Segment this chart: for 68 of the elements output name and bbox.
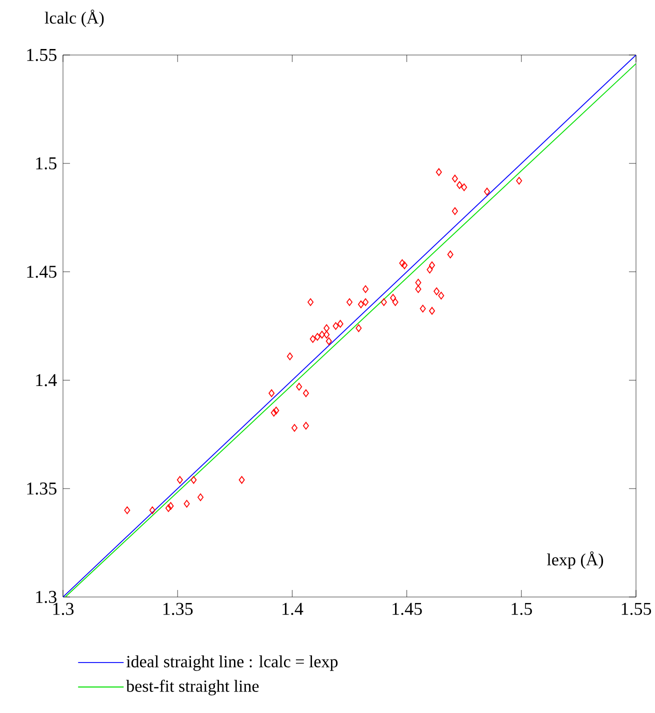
- point: [426, 266, 433, 274]
- y-axis-title: lcalc (Å): [44, 10, 104, 28]
- point: [415, 285, 422, 293]
- point: [346, 298, 352, 306]
- point: [286, 352, 293, 360]
- y-tick-label: 1.4: [36, 374, 57, 386]
- point: [402, 261, 408, 270]
- point: [337, 320, 344, 328]
- point: [302, 422, 309, 430]
- point: [270, 408, 277, 417]
- point: [314, 332, 320, 341]
- point: [308, 298, 314, 306]
- legend-label: best-fit straight line: [126, 680, 259, 696]
- point: [324, 330, 330, 339]
- point: [461, 183, 468, 192]
- point: [273, 406, 280, 414]
- point: [415, 278, 422, 286]
- point: [434, 287, 440, 296]
- x-tick-label: 1.5: [512, 602, 532, 615]
- point: [190, 476, 197, 484]
- point: [184, 500, 190, 508]
- point: [390, 294, 396, 302]
- point: [198, 493, 204, 502]
- y-tick-label: 1.3: [36, 590, 56, 604]
- point: [420, 304, 426, 313]
- x-tick-label: 1.45: [392, 602, 422, 615]
- point: [516, 176, 522, 185]
- point: [176, 476, 183, 484]
- point: [456, 181, 463, 189]
- x-tick-label: 1.55: [622, 602, 652, 615]
- point: [429, 306, 436, 315]
- point: [324, 324, 330, 332]
- point: [438, 292, 444, 300]
- point: [124, 506, 130, 514]
- point: [310, 335, 316, 343]
- point: [149, 506, 156, 514]
- x-tick-label: 1.3: [53, 602, 74, 616]
- x-axis-title: lexp (Å): [547, 551, 604, 569]
- point: [362, 285, 369, 293]
- point: [380, 298, 387, 306]
- point: [318, 330, 325, 339]
- point: [238, 476, 245, 484]
- point: [484, 188, 490, 196]
- y-tick-label: 1.35: [27, 482, 56, 495]
- point: [399, 259, 406, 267]
- point: [452, 174, 458, 182]
- point: [326, 337, 332, 346]
- point: [165, 504, 172, 512]
- point: [362, 298, 369, 306]
- point: [452, 207, 458, 215]
- point: [268, 389, 275, 398]
- point: [302, 389, 309, 398]
- point: [356, 324, 362, 332]
- point: [296, 382, 302, 391]
- point: [291, 424, 298, 432]
- legend-label: ideal straight line : lcalc = lexp: [126, 655, 338, 671]
- x-tick-label: 1.4: [282, 602, 304, 615]
- point: [332, 322, 339, 330]
- x-tick-label: 1.35: [163, 602, 193, 616]
- point: [358, 300, 364, 308]
- point: [447, 250, 454, 258]
- y-tick-label: 1.45: [27, 266, 56, 278]
- point: [436, 168, 442, 176]
- point: [392, 298, 398, 306]
- y-tick-label: 1.55: [27, 48, 56, 62]
- point: [168, 502, 174, 510]
- y-tick-label: 1.5: [36, 157, 56, 170]
- point: [429, 261, 436, 270]
